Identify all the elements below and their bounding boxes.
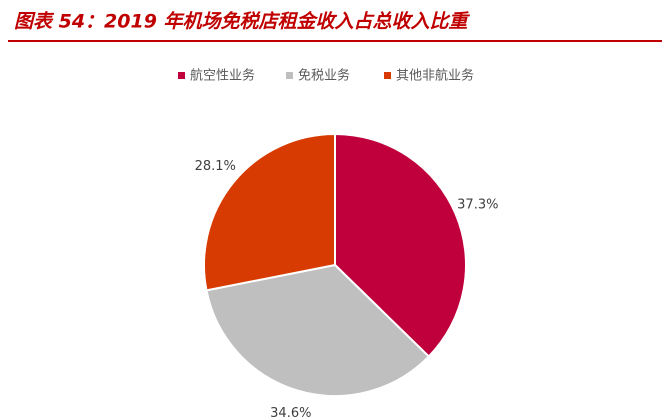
legend-marker <box>384 72 391 79</box>
pie-slice <box>205 263 431 398</box>
data-label: 37.3% <box>457 197 498 212</box>
pie-slice <box>334 132 467 358</box>
chart-title: 图表 54：2019 年机场免税店租金收入占总收入比重 <box>14 11 471 33</box>
legend-marker <box>286 72 293 79</box>
legend-label: 航空性业务 <box>190 68 255 84</box>
data-label: 34.6% <box>270 406 311 420</box>
legend-label: 免税业务 <box>298 68 350 84</box>
legend-marker <box>178 72 185 79</box>
data-label: 28.1% <box>195 159 236 174</box>
pie-slice <box>203 132 336 292</box>
legend-label: 其他非航业务 <box>396 68 474 84</box>
